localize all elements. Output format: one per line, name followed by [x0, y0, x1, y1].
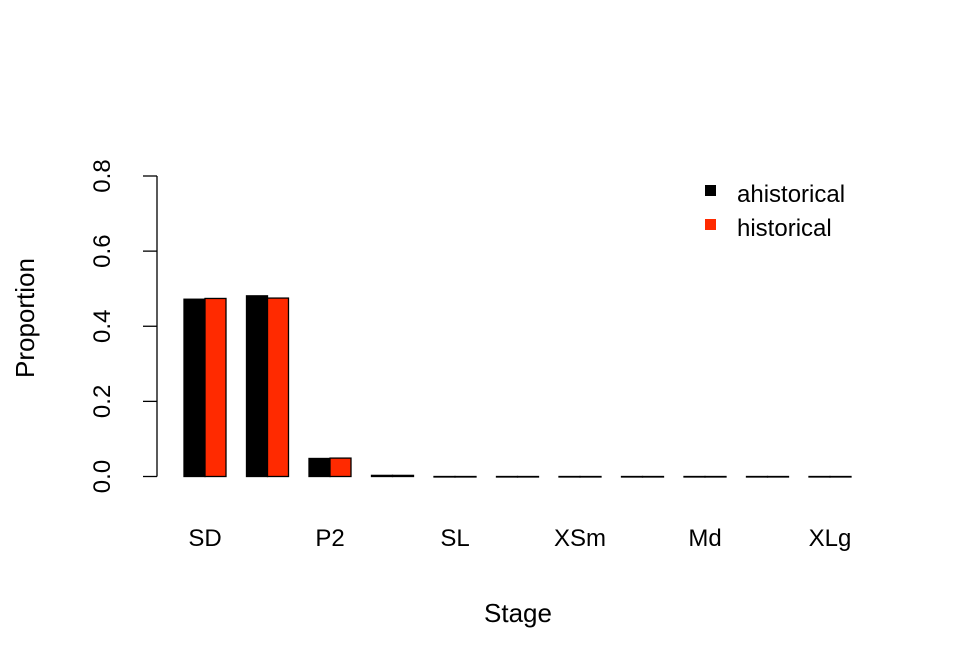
x-tick-label: SD [188, 525, 221, 552]
x-tick-label: XSm [554, 525, 606, 552]
bar-ahistorical [433, 475, 456, 478]
legend: ahistorical historical [705, 181, 845, 242]
bar-historical [391, 474, 415, 478]
x-tick-label: P2 [315, 525, 344, 552]
bar-historical [579, 475, 602, 478]
bar-historical [454, 475, 477, 478]
bars [183, 295, 852, 478]
legend-swatch-historical [705, 219, 716, 230]
x-tick-labels: SD P2 SL XSm Md XLg [188, 525, 851, 552]
y-tick-label: 0.4 [89, 310, 116, 343]
bar-ahistorical [245, 295, 269, 478]
y-tick-label: 0.2 [89, 385, 116, 418]
x-axis-label: Stage [484, 598, 552, 628]
bar-ahistorical [558, 475, 581, 478]
bar-ahistorical [683, 475, 706, 478]
x-tick-label: Md [688, 525, 721, 552]
y-tick-label: 0.8 [89, 159, 116, 192]
legend-swatch-ahistorical [705, 185, 716, 196]
x-tick-label: XLg [809, 525, 852, 552]
legend-label: historical [737, 215, 832, 242]
x-tick-label: SL [440, 525, 469, 552]
bar-historical [516, 475, 540, 478]
bar-ahistorical [808, 475, 831, 478]
bar-historical [329, 457, 352, 478]
bar-ahistorical [495, 475, 519, 478]
y-axis: 0.0 0.2 0.4 0.6 0.8 [89, 159, 158, 493]
bar-historical [266, 297, 290, 478]
legend-label: ahistorical [737, 181, 845, 208]
bar-historical [766, 475, 790, 478]
y-tick-label: 0.0 [89, 460, 116, 493]
bar-ahistorical [308, 457, 331, 478]
y-tick-label: 0.6 [89, 234, 116, 267]
bar-ahistorical [370, 474, 394, 478]
bar-ahistorical [745, 475, 769, 478]
bar-historical [641, 475, 665, 478]
bar-ahistorical [183, 298, 206, 478]
bar-historical [704, 475, 727, 478]
bar-historical [829, 475, 852, 478]
bar-ahistorical [620, 475, 644, 478]
bar-historical [204, 297, 227, 478]
y-axis-label: Proportion [10, 258, 40, 378]
